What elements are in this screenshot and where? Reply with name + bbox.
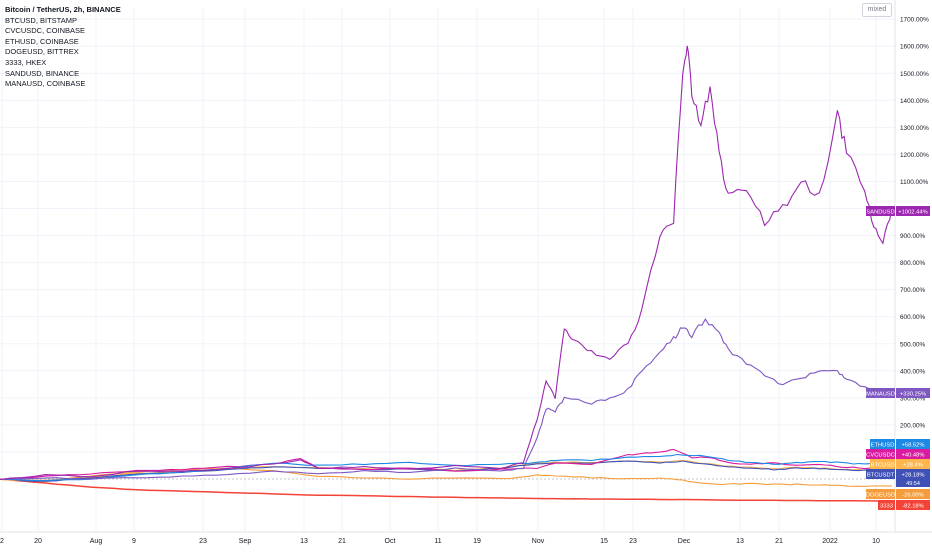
y-tick-label: 1700.00%: [900, 17, 929, 24]
x-tick-label: Oct: [385, 538, 396, 545]
price-label-cvcusdc: CVCUSDC +40.48%: [866, 449, 930, 459]
series-label: MANAUSD: [866, 391, 895, 397]
series-line-manausd: [0, 317, 893, 481]
series-label: BTCUSD: [871, 462, 895, 468]
price-label-btcusd: BTCUSD +28.4%: [870, 459, 930, 469]
series-countdown-label: 49:54: [906, 481, 920, 487]
series-value-label: +28.18%: [901, 472, 924, 478]
series-value-label: +1002.44%: [898, 209, 928, 215]
series-line-sandusd: [0, 45, 893, 481]
y-tick-label: 700.00%: [900, 287, 926, 294]
y-tick-label: 600.00%: [900, 314, 926, 321]
legend-item[interactable]: DOGEUSD, BITTREX: [5, 47, 79, 57]
series-line-ethusd: [0, 453, 893, 482]
x-tick-label: Aug: [90, 538, 103, 545]
y-tick-label: 400.00%: [900, 368, 926, 375]
legend-item[interactable]: 3333, HKEX: [5, 57, 47, 67]
y-tick-label: 300.00%: [900, 395, 926, 402]
legend-item[interactable]: MANAUSD, COINBASE: [5, 79, 86, 89]
legend: Bitcoin / TetherUS, 2h, BINANCE BTCUSD, …: [5, 5, 121, 90]
series-label: 3333: [880, 503, 893, 509]
series-label: BTCUSDT: [867, 472, 895, 478]
series-label: SANDUSD: [866, 209, 894, 215]
price-label-ethusd: ETHUSD +58.52%: [870, 439, 930, 449]
x-tick-label: 23: [199, 538, 207, 545]
y-tick-label: 800.00%: [900, 260, 926, 267]
y-tick-label: 500.00%: [900, 341, 926, 348]
x-tick-label: 11: [434, 538, 441, 545]
x-tick-label: 13: [736, 538, 744, 545]
y-tick-label: 1500.00%: [900, 71, 929, 78]
x-axis[interactable]: 2 20 Aug 9 23 Sep 13 21 Oct 11 19 Nov 15 23 Dec 13 21 202…: [0, 538, 880, 545]
legend-item[interactable]: ETHUSD, COINBASE: [5, 36, 79, 46]
series-value-label: -82.18%: [902, 503, 924, 509]
legend-item[interactable]: CVCUSDC, COINBASE: [5, 26, 86, 36]
y-tick-label: 1200.00%: [900, 152, 929, 159]
y-tick-label: 1400.00%: [900, 98, 929, 105]
x-tick-label: 21: [775, 538, 783, 545]
y-tick-label: 1100.00%: [900, 179, 929, 186]
series-value-label: +330.25%: [900, 391, 926, 397]
x-tick-label: 21: [338, 538, 346, 545]
x-tick-label: 23: [629, 538, 637, 545]
x-tick-label: 19: [473, 538, 481, 545]
legend-item[interactable]: Bitcoin / TetherUS, 2h, BINANCE: [5, 5, 121, 14]
grid: [0, 8, 895, 532]
x-tick-label: 10: [872, 538, 880, 545]
series-line-dogeusd: [0, 467, 893, 487]
series-line-3333: [0, 478, 893, 502]
x-tick-label: 13: [300, 538, 308, 545]
series-line-cvcusdc: [0, 448, 893, 481]
series-value-label: +28.4%: [903, 462, 923, 468]
x-tick-label: 20: [34, 538, 42, 545]
x-tick-label: 9: [132, 538, 136, 545]
price-label-sandusd: SANDUSD +1002.44%: [866, 206, 930, 216]
series-value-label: -26.00%: [902, 492, 924, 498]
x-tick-label: 2: [0, 538, 4, 545]
y-tick-label: 1600.00%: [900, 44, 929, 51]
legend-item[interactable]: BTCUSD, BITSTAMP: [5, 15, 77, 25]
series-layer: [0, 45, 893, 502]
x-tick-label: 15: [600, 538, 608, 545]
price-label-btcusdt: BTCUSDT +28.18% 49:54: [866, 469, 930, 487]
price-label-3333: 3333 -82.18%: [878, 500, 930, 510]
series-value-label: +58.52%: [901, 442, 924, 448]
legend-item[interactable]: SANDUSD, BINANCE: [5, 68, 80, 78]
series-label: CVCUSDC: [866, 452, 895, 458]
price-label-dogeusd: DOGEUSD -26.00%: [866, 489, 930, 499]
y-tick-label: 200.00%: [900, 422, 926, 429]
x-tick-label: 2022: [822, 538, 838, 545]
price-label-manausd: MANAUSD +330.25%: [866, 388, 930, 398]
y-tick-label: 1300.00%: [900, 125, 929, 132]
scale-mode-button[interactable]: mixed: [862, 3, 892, 17]
x-tick-label: Sep: [239, 538, 252, 545]
series-value-label: +40.48%: [901, 452, 924, 458]
x-tick-label: Dec: [678, 538, 691, 545]
y-tick-label: 900.00%: [900, 233, 926, 240]
price-labels: SANDUSD +1002.44% MANAUSD +330.25% ETHUSD +58…: [866, 206, 930, 510]
x-tick-label: Nov: [532, 538, 545, 545]
series-label: DOGEUSD: [866, 492, 895, 498]
series-label: ETHUSD: [871, 442, 895, 448]
